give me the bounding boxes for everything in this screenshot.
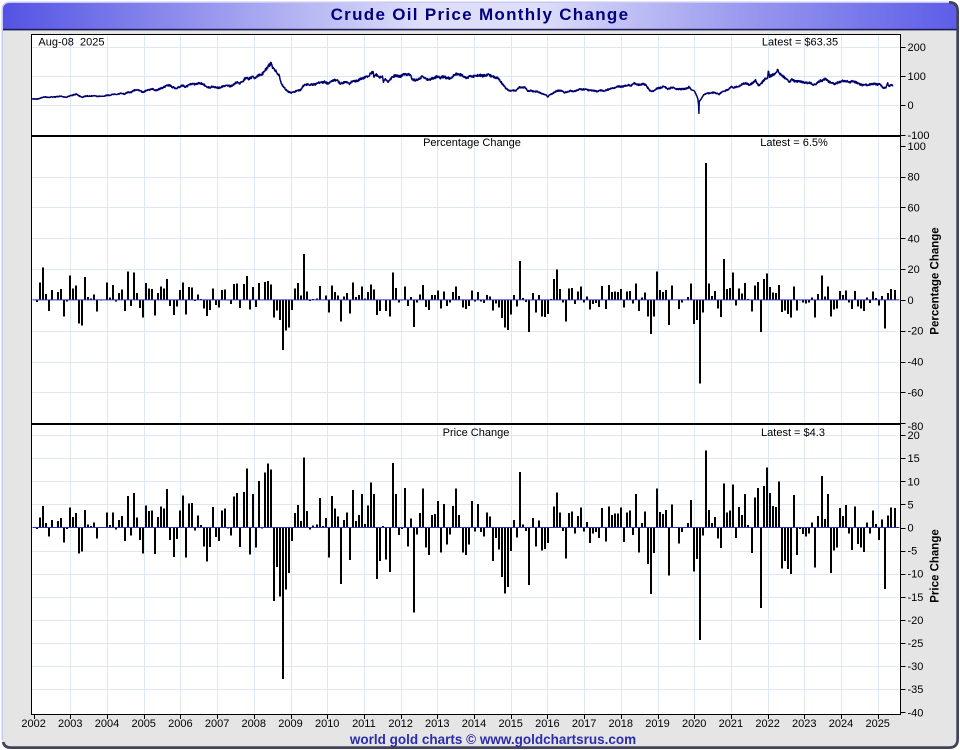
svg-text:2020: 2020 [682, 718, 706, 730]
svg-text:-30: -30 [908, 661, 924, 673]
svg-text:Percentage Change: Percentage Change [423, 137, 521, 149]
svg-text:-100: -100 [908, 130, 930, 142]
svg-text:2013: 2013 [425, 718, 449, 730]
svg-text:2023: 2023 [792, 718, 816, 730]
svg-text:Price Change: Price Change [443, 427, 510, 439]
svg-text:Aug-08 2025: Aug-08 2025 [38, 37, 104, 49]
svg-text:0: 0 [908, 100, 914, 112]
svg-text:2016: 2016 [535, 718, 559, 730]
svg-text:-20: -20 [908, 326, 924, 338]
svg-text:-60: -60 [908, 387, 924, 399]
svg-text:0: 0 [908, 295, 914, 307]
svg-text:2018: 2018 [609, 718, 633, 730]
svg-text:20: 20 [908, 264, 920, 276]
svg-text:60: 60 [908, 203, 920, 215]
svg-text:80: 80 [908, 172, 920, 184]
svg-text:-15: -15 [908, 592, 924, 604]
svg-text:Percentage Change: Percentage Change [930, 227, 942, 334]
svg-text:2007: 2007 [205, 718, 229, 730]
svg-text:200: 200 [908, 42, 926, 54]
svg-text:-20: -20 [908, 615, 924, 627]
svg-text:Crude Oil Price Monthly Change: Crude Oil Price Monthly Change [331, 5, 630, 24]
svg-text:-40: -40 [908, 357, 924, 369]
svg-text:2012: 2012 [388, 718, 412, 730]
svg-text:2022: 2022 [755, 718, 779, 730]
svg-text:10: 10 [908, 476, 920, 488]
svg-text:Latest = 6.5%: Latest = 6.5% [760, 137, 828, 149]
svg-text:2024: 2024 [829, 718, 853, 730]
svg-text:world gold charts © www.goldch: world gold charts © www.goldchartsrus.co… [349, 732, 636, 747]
svg-text:Price Change: Price Change [930, 529, 942, 603]
svg-text:2019: 2019 [645, 718, 669, 730]
svg-text:100: 100 [908, 141, 926, 153]
svg-text:15: 15 [908, 453, 920, 465]
svg-text:5: 5 [908, 499, 914, 511]
svg-text:-5: -5 [908, 546, 918, 558]
svg-text:2009: 2009 [278, 718, 302, 730]
svg-text:Latest = $63.35: Latest = $63.35 [762, 37, 838, 49]
svg-text:2017: 2017 [572, 718, 596, 730]
svg-text:Latest = $4.3: Latest = $4.3 [761, 427, 825, 439]
svg-text:2004: 2004 [95, 718, 119, 730]
svg-text:20: 20 [908, 430, 920, 442]
svg-text:2005: 2005 [131, 718, 155, 730]
svg-text:-35: -35 [908, 684, 924, 696]
svg-text:2010: 2010 [315, 718, 339, 730]
svg-text:2025: 2025 [865, 718, 889, 730]
svg-text:40: 40 [908, 233, 920, 245]
svg-text:2015: 2015 [498, 718, 522, 730]
svg-text:2003: 2003 [58, 718, 82, 730]
svg-text:2008: 2008 [242, 718, 266, 730]
svg-text:2021: 2021 [719, 718, 743, 730]
svg-text:100: 100 [908, 71, 926, 83]
svg-text:-80: -80 [908, 421, 924, 433]
svg-text:2011: 2011 [352, 718, 376, 730]
svg-text:2014: 2014 [462, 718, 486, 730]
svg-text:-25: -25 [908, 638, 924, 650]
svg-text:-40: -40 [908, 707, 924, 719]
svg-text:0: 0 [908, 523, 914, 535]
svg-text:2002: 2002 [21, 718, 45, 730]
svg-text:-10: -10 [908, 569, 924, 581]
svg-text:2006: 2006 [168, 718, 192, 730]
